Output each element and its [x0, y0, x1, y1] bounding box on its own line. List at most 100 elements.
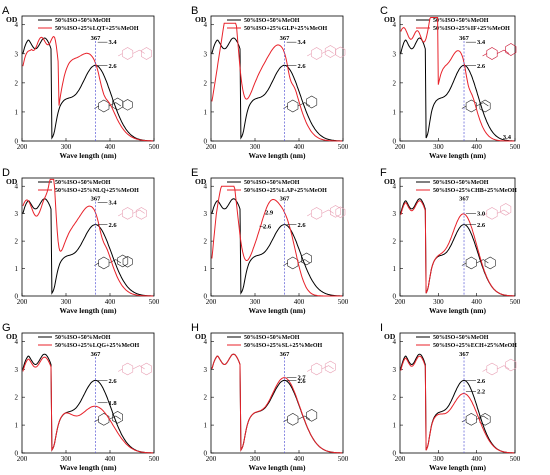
y-tick-label: 4	[393, 183, 397, 191]
panel-c: COD 0 1 2 3 4 200 300 400 500 Wave length (nm) 50%I…	[380, 5, 521, 160]
molecule-bond	[118, 368, 123, 372]
x-tick-label: 400	[294, 455, 305, 463]
y-axis-label: OD	[195, 177, 207, 186]
x-tick-label: 300	[250, 455, 261, 463]
x-tick-label: 500	[338, 455, 349, 463]
panel-letter: F	[380, 167, 387, 179]
plot-frame	[210, 332, 344, 454]
molecule-ring	[311, 47, 323, 60]
panel-letter: I	[380, 322, 383, 334]
x-tick-label: 300	[250, 298, 261, 306]
y-tick-label: 3	[15, 50, 19, 58]
plot-frame	[210, 15, 344, 142]
x-tick-label: 200	[395, 143, 406, 151]
reference-value-label: 2.6	[477, 63, 486, 70]
y-axis-label: OD	[6, 332, 18, 341]
y-tick-label: 1	[204, 422, 208, 430]
y-tick-label: 1	[15, 265, 19, 273]
series-line-mixture	[400, 200, 515, 297]
peak-wavelength-label: 367	[91, 195, 102, 202]
peak-wavelength-label: 367	[459, 351, 470, 358]
x-tick-label: 400	[471, 143, 482, 151]
legend-entry: 50%ISO+50%MeOH	[433, 335, 489, 341]
y-tick-label: 4	[393, 21, 397, 29]
molecule-bond	[461, 105, 467, 109]
molecule-bond	[307, 213, 312, 217]
y-tick-label: 3	[204, 50, 208, 58]
molecule-ring	[141, 47, 152, 60]
x-tick-label: 200	[395, 298, 406, 306]
x-tick-label: 300	[433, 298, 444, 306]
y-tick-label: 3	[204, 366, 208, 374]
panel-i: IOD 0 1 2 3 4 200 300 400 500 Wave length (nm) 50%I…	[380, 322, 521, 472]
x-tick-label: 500	[338, 298, 349, 306]
x-tick-label: 400	[294, 298, 305, 306]
y-tick-label: 3	[393, 366, 397, 374]
peak-wavelength-label: 367	[91, 35, 102, 42]
y-tick-label: 3	[15, 366, 19, 374]
x-axis-label: Wave length (nm)	[248, 463, 306, 472]
y-axis-label: OD	[6, 15, 18, 24]
molecule-bond	[307, 53, 312, 57]
series-line-reference	[211, 353, 343, 454]
y-axis-label: OD	[384, 15, 396, 24]
molecule-ring	[287, 256, 299, 270]
y-tick-label: 4	[393, 338, 397, 346]
molecule-bond	[132, 365, 145, 370]
molecule-ring	[311, 362, 323, 376]
x-tick-label: 200	[17, 143, 28, 151]
molecule-ring	[306, 95, 318, 109]
mixture-value-label: 2.7	[297, 375, 306, 382]
x-tick-label: 400	[105, 143, 116, 151]
molecule-bond	[108, 102, 122, 107]
x-axis-label: Wave length (nm)	[429, 151, 487, 160]
molecule-ring	[122, 47, 134, 60]
y-tick-label: 2	[15, 238, 19, 246]
x-tick-label: 500	[510, 298, 521, 306]
molecule-bond	[283, 105, 288, 109]
molecule-bond	[118, 213, 123, 217]
peak-wavelength-label: 367	[91, 351, 102, 358]
y-tick-label: 0	[204, 450, 208, 458]
x-tick-label: 200	[17, 298, 28, 306]
series-line-reference	[400, 37, 515, 142]
y-tick-label: 2	[15, 394, 19, 402]
legend-entry: 50%ISO+50%MeOH	[55, 335, 111, 341]
y-axis-label: OD	[6, 177, 18, 186]
x-tick-label: 200	[206, 298, 217, 306]
panel-letter: A	[2, 5, 10, 17]
annotation-leader	[259, 225, 265, 228]
peak-wavelength-label: 367	[280, 351, 291, 358]
legend-entry: 50%ISO+50%MeOH	[244, 18, 300, 24]
mixture-value-label: 3.0	[477, 211, 485, 218]
molecule-ring	[122, 207, 134, 220]
molecule-bond	[118, 53, 123, 57]
legend-entry: 50%ISO+25%LQG+25%MeOH	[55, 343, 140, 349]
x-tick-label: 400	[105, 455, 116, 463]
molecule-ring	[486, 47, 498, 60]
legend-entry: 50%ISO+25%GLP+25%MeOH	[244, 26, 328, 32]
y-tick-label: 2	[204, 79, 208, 87]
molecule-bond	[297, 415, 311, 420]
panel-letter: E	[191, 167, 198, 179]
mixture-value-label: 3.4	[297, 39, 306, 46]
series-line-mixture	[22, 35, 154, 142]
mixture-value-label: 2.6	[263, 224, 272, 231]
x-tick-label: 300	[433, 455, 444, 463]
peak-wavelength-label: 367	[280, 195, 291, 202]
y-tick-label: 2	[393, 394, 397, 402]
y-tick-label: 3	[393, 210, 397, 218]
molecule-ring	[484, 256, 496, 270]
y-tick-label: 3	[393, 50, 397, 58]
plot-frame	[399, 332, 516, 454]
molecule-ring	[122, 362, 134, 376]
mixture-value-label: 1.8	[108, 400, 117, 407]
mixture-value-label: 2.9	[265, 209, 274, 216]
legend-entry: 50%ISO+25%IF+25%MeOH	[433, 26, 510, 32]
x-tick-label: 500	[510, 143, 521, 151]
x-tick-label: 500	[338, 143, 349, 151]
molecule-bond	[321, 49, 334, 54]
reference-value-label: 2.6	[108, 378, 117, 385]
y-tick-label: 3	[204, 210, 208, 218]
y-tick-label: 2	[393, 238, 397, 246]
